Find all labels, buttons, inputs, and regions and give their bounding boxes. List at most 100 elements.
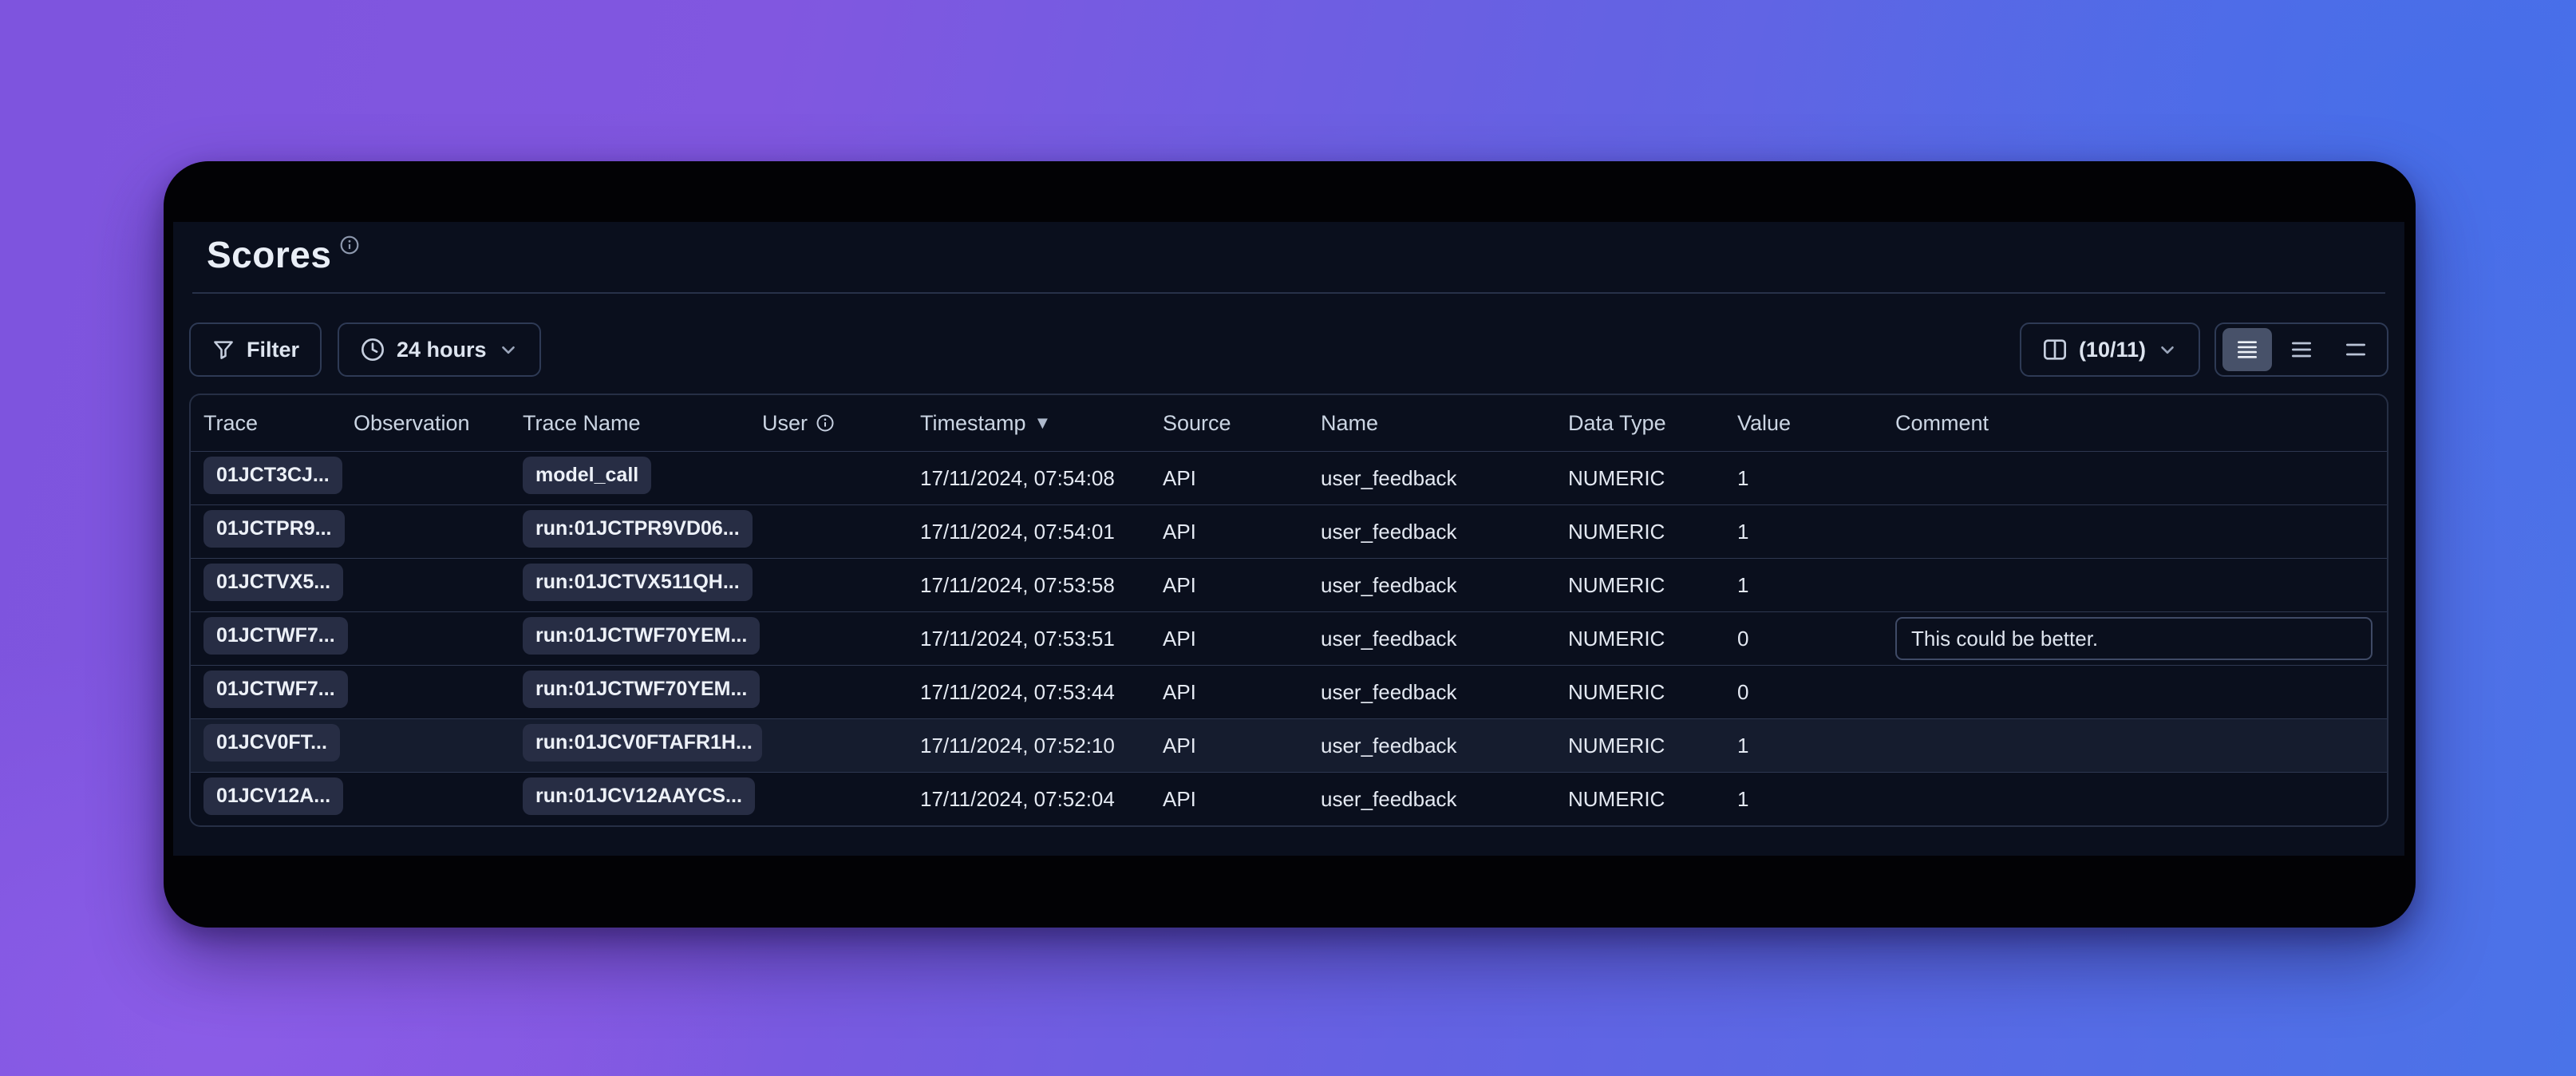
trace-name-cell: run:01JCTWF70YEM... (523, 671, 762, 714)
column-header-user[interactable]: User (762, 411, 920, 436)
sort-desc-icon: ▼ (1033, 413, 1052, 433)
row-height-large-button[interactable] (2331, 328, 2380, 371)
data-type-cell: NUMERIC (1568, 626, 1665, 651)
source-cell: API (1163, 786, 1196, 811)
comment-cell (1895, 719, 2374, 772)
row-height-medium-button[interactable] (2277, 328, 2326, 371)
trace-id-badge[interactable]: 01JCV12A... (203, 777, 344, 815)
score-name-cell: user_feedback (1321, 465, 1457, 490)
source-cell: API (1163, 626, 1196, 651)
table-row[interactable]: 01JCTVX5... run:01JCTVX511QH... 17/11/20… (191, 558, 2387, 611)
column-visibility-button[interactable]: (10/11) (2019, 322, 2200, 377)
comment-cell (1895, 666, 2374, 718)
table-row[interactable]: 01JCT3CJ... model_call 17/11/2024, 07:54… (191, 451, 2387, 504)
scores-table: Trace Observation Trace Name User Timest… (189, 394, 2388, 827)
page-title: Scores (207, 234, 332, 275)
timestamp-cell: 17/11/2024, 07:53:58 (920, 572, 1115, 597)
value-cell: 1 (1737, 572, 1749, 597)
column-header-name[interactable]: Name (1321, 410, 1379, 435)
table-row[interactable]: 01JCTPR9... run:01JCTPR9VD06... 17/11/20… (191, 504, 2387, 558)
source-cell: API (1163, 733, 1196, 758)
trace-name-cell: run:01JCTWF70YEM... (523, 617, 762, 660)
chevron-down-icon (498, 339, 519, 360)
trace-id-badge[interactable]: 01JCTVX5... (203, 564, 344, 601)
score-name-cell: user_feedback (1321, 519, 1457, 544)
timestamp-cell: 17/11/2024, 07:54:08 (920, 465, 1115, 490)
trace-id-badge[interactable]: 01JCTWF7... (203, 671, 348, 708)
column-header-comment[interactable]: Comment (1895, 410, 1989, 435)
value-cell: 0 (1737, 626, 1749, 651)
trace-id-badge[interactable]: 01JCTWF7... (203, 617, 348, 655)
column-header-timestamp[interactable]: Timestamp ▼ (920, 410, 1052, 435)
column-header-trace-name[interactable]: Trace Name (523, 410, 641, 435)
comment-cell: This could be better. (1895, 612, 2374, 665)
column-header-trace[interactable]: Trace (203, 410, 259, 435)
column-header-observation[interactable]: Observation (354, 410, 470, 435)
timestamp-cell: 17/11/2024, 07:54:01 (920, 519, 1115, 544)
column-header-value[interactable]: Value (1737, 410, 1792, 435)
trace-name-cell: run:01JCTVX511QH... (523, 564, 762, 607)
column-header-source[interactable]: Source (1163, 410, 1231, 435)
filter-button-label: Filter (247, 337, 300, 362)
data-type-cell: NUMERIC (1568, 679, 1665, 704)
page-header: Scores (192, 222, 2385, 294)
timestamp-cell: 17/11/2024, 07:53:44 (920, 679, 1115, 704)
trace-name-badge[interactable]: run:01JCV0FTAFR1H... (523, 724, 762, 762)
toolbar: Filter 24 hours (189, 322, 2388, 377)
trace-name-badge[interactable]: run:01JCTWF70YEM... (523, 671, 761, 708)
scores-page: Scores Filter (173, 222, 2404, 856)
clock-icon (360, 337, 385, 362)
data-type-cell: NUMERIC (1568, 786, 1665, 811)
source-cell: API (1163, 465, 1196, 490)
row-height-toggle-group (2214, 322, 2388, 377)
time-range-button[interactable]: 24 hours (338, 322, 541, 377)
info-icon[interactable] (339, 235, 360, 255)
table-body: 01JCT3CJ... model_call 17/11/2024, 07:54… (191, 451, 2387, 825)
filter-funnel-icon (211, 338, 235, 362)
trace-name-cell: run:01JCV0FTAFR1H... (523, 724, 762, 767)
app-window: Scores Filter (164, 161, 2416, 928)
chevron-down-icon (2157, 339, 2178, 360)
data-type-cell: NUMERIC (1568, 572, 1665, 597)
comment-box[interactable]: This could be better. (1895, 617, 2373, 660)
trace-cell: 01JCTVX5... (203, 564, 354, 607)
table-row[interactable]: 01JCTWF7... run:01JCTWF70YEM... 17/11/20… (191, 665, 2387, 718)
trace-cell: 01JCTWF7... (203, 617, 354, 660)
table-row[interactable]: 01JCV0FT... run:01JCV0FTAFR1H... 17/11/2… (191, 718, 2387, 772)
trace-name-cell: run:01JCV12AAYCS... (523, 777, 762, 821)
table-row[interactable]: 01JCTWF7... run:01JCTWF70YEM... 17/11/20… (191, 611, 2387, 665)
value-cell: 1 (1737, 519, 1749, 544)
trace-name-badge[interactable]: run:01JCTPR9VD06... (523, 510, 753, 548)
score-name-cell: user_feedback (1321, 679, 1457, 704)
comment-cell (1895, 559, 2374, 611)
trace-name-badge[interactable]: model_call (523, 457, 652, 494)
table-row[interactable]: 01JCV12A... run:01JCV12AAYCS... 17/11/20… (191, 772, 2387, 825)
trace-name-cell: run:01JCTPR9VD06... (523, 510, 762, 553)
score-name-cell: user_feedback (1321, 733, 1457, 758)
row-height-small-button[interactable] (2222, 328, 2272, 371)
trace-name-badge[interactable]: run:01JCTVX511QH... (523, 564, 753, 601)
timestamp-cell: 17/11/2024, 07:53:51 (920, 626, 1115, 651)
value-cell: 1 (1737, 733, 1749, 758)
toolbar-right: (10/11) (2019, 322, 2388, 377)
trace-id-badge[interactable]: 01JCTPR9... (203, 510, 345, 548)
time-range-label: 24 hours (397, 337, 487, 362)
trace-id-badge[interactable]: 01JCT3CJ... (203, 457, 342, 494)
comment-cell (1895, 773, 2374, 825)
trace-name-cell: model_call (523, 457, 762, 500)
value-cell: 1 (1737, 786, 1749, 811)
data-type-cell: NUMERIC (1568, 519, 1665, 544)
columns-count-label: (10/11) (2078, 337, 2146, 362)
trace-cell: 01JCV0FT... (203, 724, 354, 767)
column-header-data-type[interactable]: Data Type (1568, 410, 1666, 435)
data-type-cell: NUMERIC (1568, 733, 1665, 758)
value-cell: 1 (1737, 465, 1749, 490)
trace-cell: 01JCTWF7... (203, 671, 354, 714)
source-cell: API (1163, 679, 1196, 704)
columns-icon (2042, 337, 2068, 362)
trace-name-badge[interactable]: run:01JCTWF70YEM... (523, 617, 761, 655)
trace-name-badge[interactable]: run:01JCV12AAYCS... (523, 777, 755, 815)
filter-button[interactable]: Filter (189, 322, 322, 377)
trace-id-badge[interactable]: 01JCV0FT... (203, 724, 340, 762)
info-icon (816, 413, 835, 433)
